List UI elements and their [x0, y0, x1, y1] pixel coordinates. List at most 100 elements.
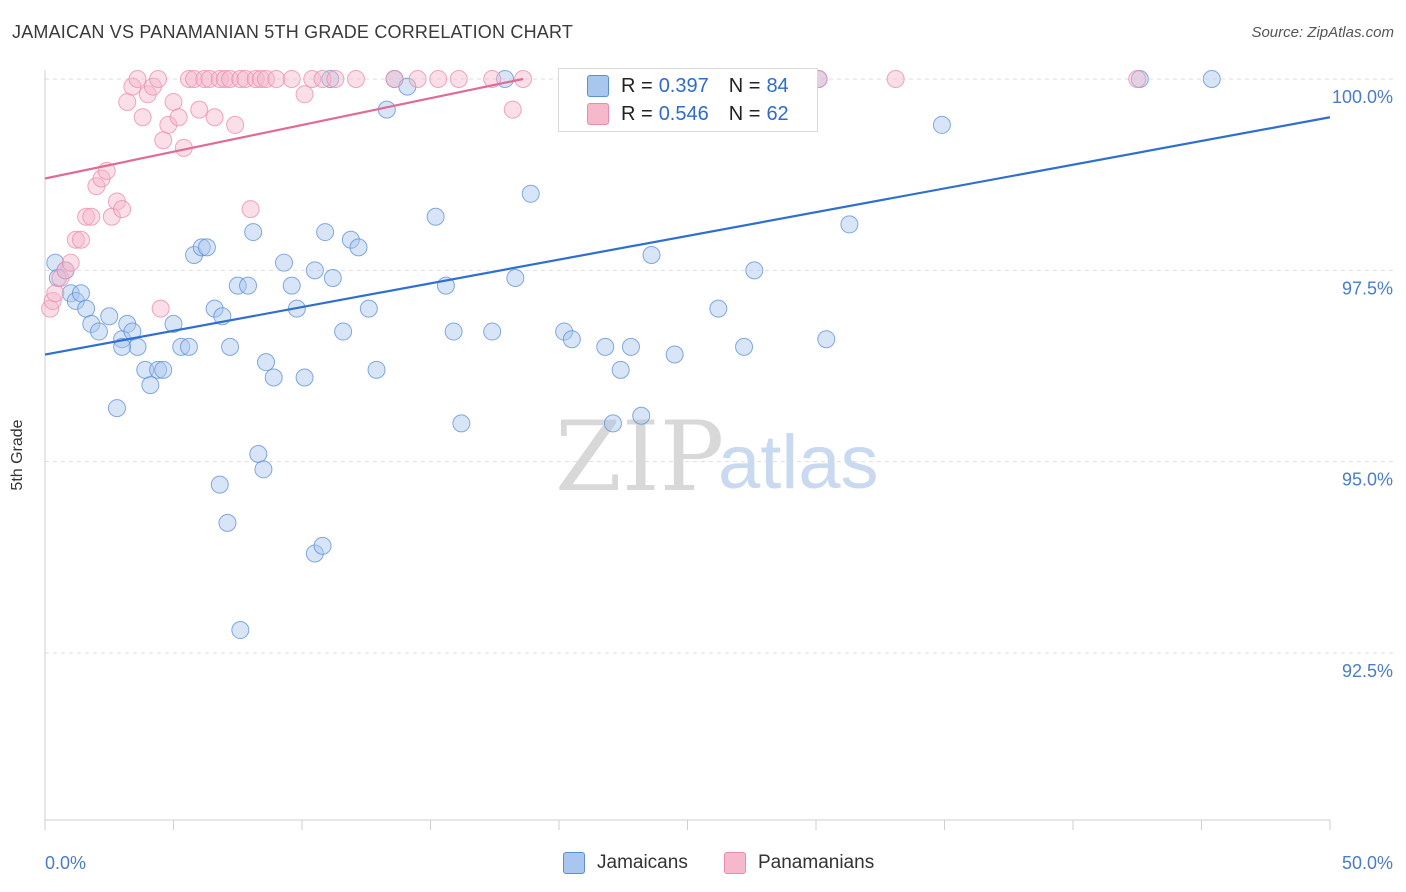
point-jamaicans — [642, 246, 661, 265]
legend-n-label: N = — [728, 102, 761, 125]
point-jamaicans — [426, 207, 445, 226]
point-jamaicans — [316, 223, 335, 242]
point-panamanians — [46, 284, 65, 303]
watermark: ZIP atlas — [555, 401, 879, 513]
point-jamaicans — [444, 322, 463, 341]
point-jamaicans — [254, 460, 273, 479]
point-jamaicans — [359, 299, 378, 318]
point-jamaicans — [231, 621, 250, 640]
point-jamaicans — [100, 307, 119, 326]
point-panamanians — [215, 70, 234, 88]
point-jamaicans — [113, 337, 132, 356]
point-panamanians — [133, 108, 152, 127]
gridlines — [45, 78, 1393, 654]
point-panamanians — [195, 70, 214, 88]
point-panamanians — [205, 108, 224, 127]
point-jamaicans — [305, 261, 324, 280]
point-jamaicans — [282, 276, 301, 295]
point-jamaicans — [1202, 70, 1221, 88]
point-jamaicans — [210, 475, 229, 494]
point-panamanians — [408, 70, 427, 88]
y-tick-label: 95.0% — [1342, 470, 1393, 490]
point-jamaicans — [334, 322, 353, 341]
point-panamanians — [113, 200, 132, 219]
legend-row-panamanians: R = 0.546 N = 62 — [559, 100, 789, 128]
y-tick-label: 97.5% — [1342, 278, 1393, 298]
point-panamanians — [210, 70, 229, 88]
point-jamaicans — [249, 445, 268, 464]
series-label-panamanians: Panamanians — [758, 852, 875, 873]
point-jamaicans — [341, 230, 360, 249]
point-panamanians — [295, 85, 314, 104]
x-tick-label-max: 50.0% — [1342, 853, 1393, 873]
point-jamaicans — [632, 406, 651, 425]
series-swatch-jamaicans — [563, 852, 585, 874]
point-jamaicans — [154, 360, 173, 379]
point-panamanians — [429, 70, 448, 88]
point-jamaicans — [621, 337, 640, 356]
point-jamaicans — [709, 299, 728, 318]
point-panamanians — [71, 230, 90, 249]
point-jamaicans — [218, 513, 237, 532]
point-jamaicans — [555, 322, 574, 341]
point-jamaicans — [89, 322, 108, 341]
point-panamanians — [326, 70, 345, 88]
point-jamaicans — [82, 314, 101, 333]
chart-title: JAMAICAN VS PANAMANIAN 5TH GRADE CORRELA… — [12, 22, 574, 42]
point-panamanians — [483, 70, 502, 88]
point-jamaicans — [221, 337, 240, 356]
point-jamaicans — [275, 253, 294, 272]
point-jamaicans — [603, 414, 622, 433]
series-legend: Jamaicans Panamanians — [0, 852, 1406, 878]
point-panamanians — [151, 299, 170, 318]
watermark-zip: ZIP — [555, 401, 724, 513]
point-jamaicans — [840, 215, 859, 234]
point-panamanians — [282, 70, 301, 88]
series-legend-jamaicans: Jamaicans — [563, 852, 688, 874]
point-jamaicans — [665, 345, 684, 364]
trend-line-jamaicans — [44, 116, 1331, 356]
series-swatch-panamanians — [724, 852, 746, 874]
point-jamaicans — [164, 314, 183, 333]
point-jamaicans — [77, 299, 96, 318]
point-panamanians — [118, 92, 137, 111]
point-panamanians — [346, 70, 365, 88]
point-panamanians — [236, 70, 255, 88]
point-jamaicans — [735, 337, 754, 356]
point-jamaicans — [192, 238, 211, 257]
legend-n-value: 84 — [766, 74, 789, 97]
watermark-atlas: atlas — [718, 420, 879, 505]
legend-swatch-panamanians — [587, 103, 609, 125]
point-jamaicans — [172, 337, 191, 356]
point-jamaicans — [264, 368, 283, 387]
point-jamaicans — [349, 238, 368, 257]
legend-row-jamaicans: R = 0.397 N = 84 — [559, 72, 789, 100]
point-jamaicans — [483, 322, 502, 341]
point-jamaicans — [149, 360, 168, 379]
correlation-legend: R = 0.397 N = 84 R = 0.546 N = 62 — [558, 68, 818, 132]
point-panamanians — [241, 200, 260, 219]
point-panamanians — [231, 70, 250, 88]
legend-r-value: 0.397 — [658, 74, 709, 97]
point-jamaicans — [128, 337, 147, 356]
point-panamanians — [149, 70, 168, 88]
point-jamaicans — [257, 353, 276, 372]
point-jamaicans — [596, 337, 615, 356]
trend-line-panamanians — [44, 77, 524, 180]
point-panamanians — [66, 230, 85, 249]
point-panamanians — [185, 70, 204, 88]
x-ticks — [44, 820, 1331, 830]
point-jamaicans — [228, 276, 247, 295]
point-panamanians — [200, 70, 219, 88]
point-jamaicans — [141, 376, 160, 395]
point-panamanians — [190, 100, 209, 119]
x-tick-label-min: 0.0% — [45, 853, 86, 873]
point-panamanians — [128, 70, 147, 88]
y-tick-labels: 92.5% 95.0% 97.5% 100.0% — [1332, 87, 1393, 681]
point-panamanians — [159, 115, 178, 134]
series-label-jamaicans: Jamaicans — [597, 852, 688, 873]
point-panamanians — [251, 70, 270, 88]
point-panamanians — [82, 207, 101, 226]
point-panamanians — [886, 70, 905, 88]
